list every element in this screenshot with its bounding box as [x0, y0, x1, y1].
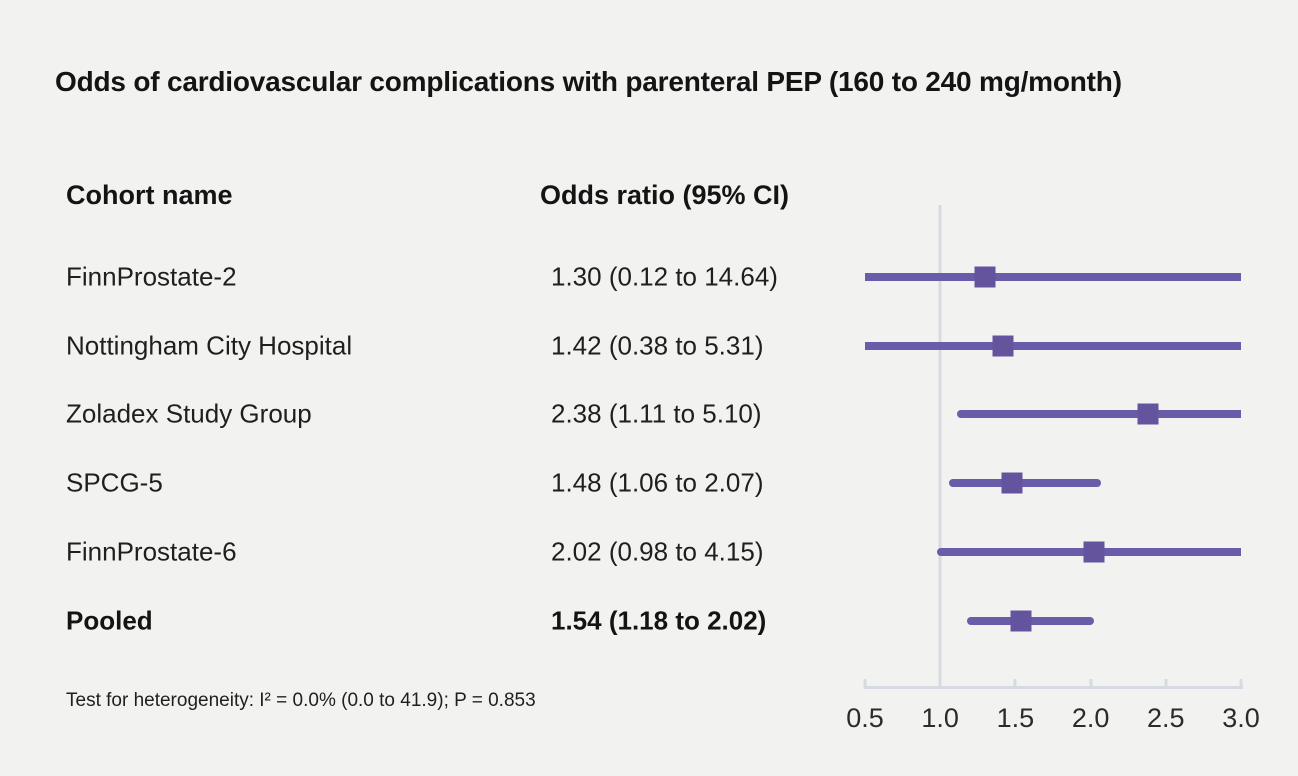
x-axis-line	[864, 686, 1243, 689]
odds-ratio-value: 1.54 (1.18 to 2.02)	[551, 605, 767, 635]
point-estimate-marker	[1083, 541, 1105, 563]
x-axis-tick-label: 2.0	[1071, 703, 1110, 733]
reference-line	[938, 205, 942, 689]
x-axis-tick	[1013, 679, 1017, 689]
x-axis-tick	[1164, 679, 1168, 689]
figure-title: Odds of cardiovascular complications wit…	[55, 66, 1122, 97]
cohort-name: Zoladex Study Group	[66, 398, 312, 429]
x-axis-tick-label: 0.5	[846, 703, 884, 733]
odds-ratio-value: 1.42 (0.38 to 5.31)	[551, 330, 764, 361]
heterogeneity-note: Test for heterogeneity: I² = 0.0% (0.0 t…	[66, 690, 536, 711]
confidence-interval-line	[956, 410, 1241, 419]
cohort-name: Nottingham City Hospital	[66, 330, 353, 361]
cohort-name: FinnProstate-2	[66, 261, 237, 292]
odds-ratio-value: 1.48 (1.06 to 2.07)	[551, 467, 764, 498]
odds-ratio-value: 1.30 (0.12 to 14.64)	[551, 261, 778, 292]
x-axis-tick-label: 3.0	[1222, 703, 1260, 733]
point-estimate-marker	[974, 266, 996, 288]
point-estimate-marker	[1137, 403, 1159, 425]
cohort-name: SPCG-5	[66, 467, 163, 498]
odds-ratio-value: 2.02 (0.98 to 4.15)	[551, 536, 764, 567]
odds-ratio-value: 2.38 (1.11 to 5.10)	[551, 398, 762, 429]
confidence-interval-line	[865, 341, 1241, 350]
odds-ratio-column-header: Odds ratio (95% CI)	[540, 180, 790, 210]
x-axis-tick	[1089, 679, 1093, 689]
point-estimate-marker	[1001, 472, 1023, 494]
point-estimate-marker	[1010, 610, 1032, 631]
confidence-interval-line	[865, 273, 1241, 281]
confidence-interval-line	[949, 479, 1102, 488]
cohort-column-header: Cohort name	[66, 180, 233, 210]
x-axis-tick-label: 2.5	[1147, 703, 1185, 733]
x-axis-tick-label: 1.5	[996, 703, 1035, 733]
x-axis-tick	[863, 679, 867, 689]
x-axis-tick-label: 1.0	[921, 703, 959, 733]
x-axis-tick	[1239, 679, 1243, 689]
point-estimate-marker	[992, 335, 1014, 357]
cohort-name: FinnProstate-6	[66, 536, 237, 567]
cohort-name: Pooled	[66, 605, 153, 635]
